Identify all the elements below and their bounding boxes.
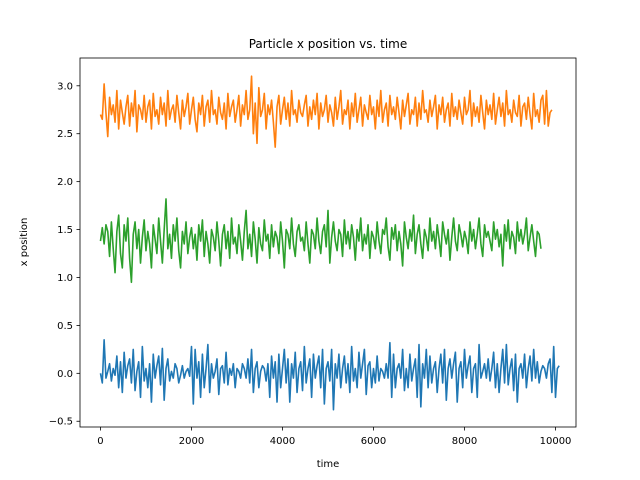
x-tick-label: 6000 — [361, 436, 386, 447]
y-axis: −0.5 0.0 0.5 1.0 1.5 2.0 2.5 3.0 — [49, 81, 80, 428]
y-tick-label: 0.0 — [57, 369, 73, 380]
x-tick-label: 4000 — [270, 436, 295, 447]
y-tick-label: 2.0 — [57, 177, 73, 188]
y-tick-label: 1.0 — [57, 273, 73, 284]
series-line-1 — [99, 338, 560, 411]
series-line-3 — [99, 198, 542, 284]
y-tick-label: 2.5 — [57, 129, 73, 140]
x-tick-label: 10000 — [540, 436, 572, 447]
x-axis: 0 2000 4000 6000 8000 10000 — [97, 427, 571, 447]
x-tick-label: 2000 — [179, 436, 204, 447]
x-tick-label: 8000 — [452, 436, 477, 447]
series-layer — [99, 75, 560, 411]
y-tick-label: 3.0 — [57, 81, 73, 92]
plot-area — [79, 57, 577, 428]
y-tick-label: 0.5 — [57, 321, 73, 332]
chart-title: Particle x position vs. time — [249, 37, 408, 51]
y-tick-label: 1.5 — [57, 225, 73, 236]
x-axis-label: time — [317, 459, 340, 470]
plot-frame — [79, 57, 577, 428]
x-tick-label: 0 — [97, 436, 103, 447]
series-line-2 — [99, 75, 553, 148]
y-axis-label: x position — [19, 218, 30, 267]
y-tick-label: −0.5 — [49, 417, 73, 428]
